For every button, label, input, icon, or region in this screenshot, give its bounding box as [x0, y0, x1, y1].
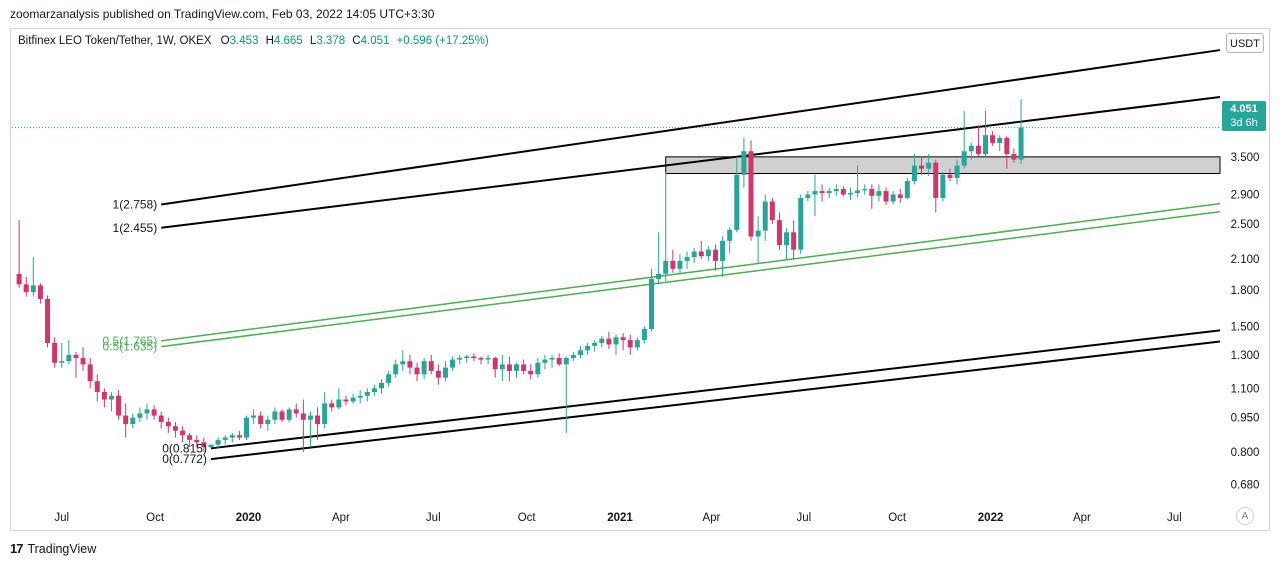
tradingview-brand: TradingView — [27, 541, 97, 556]
publisher-line: zoomarzanalysis published on TradingView… — [10, 7, 435, 21]
tradingview-mark-icon: 17 — [10, 541, 24, 556]
current-price-value: 4.051 — [1230, 103, 1258, 115]
symbol-label: Bitfinex LEO Token/Tether, 1W, OKEX — [18, 35, 212, 47]
close-value: 4.051 — [360, 35, 390, 47]
tradingview-logo[interactable]: 17 TradingView — [10, 541, 96, 556]
bar-countdown: 3d 6h — [1230, 117, 1258, 129]
low-label: L — [309, 35, 317, 47]
change-value: +0.596 (+17.25%) — [396, 35, 489, 47]
high-label: H — [265, 35, 274, 47]
currency-unit-button[interactable]: USDT — [1226, 33, 1264, 53]
open-label: O — [220, 35, 230, 47]
open-value: 3.453 — [229, 35, 259, 47]
current-price-tag: 4.051 3d 6h — [1222, 101, 1266, 131]
chart-legend: Bitfinex LEO Token/Tether, 1W, OKEX O3.4… — [18, 35, 489, 47]
auto-scale-button[interactable]: A — [1236, 507, 1254, 525]
chart-frame — [10, 28, 1270, 531]
close-label: C — [352, 35, 361, 47]
high-value: 4.665 — [273, 35, 303, 47]
low-value: 3.378 — [316, 35, 346, 47]
